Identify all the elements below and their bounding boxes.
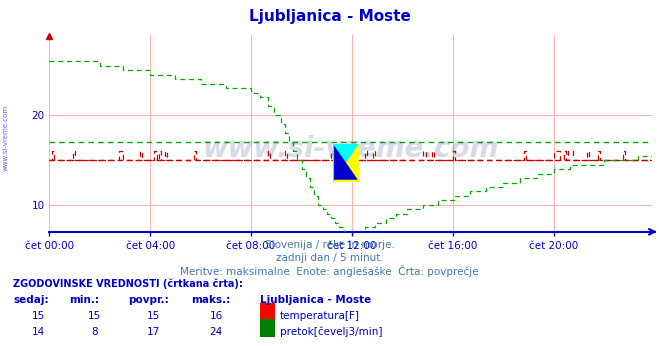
Text: 15: 15	[88, 311, 101, 321]
Text: 14: 14	[32, 327, 45, 337]
Text: Ljubljanica - Moste: Ljubljanica - Moste	[260, 295, 372, 305]
Text: zadnji dan / 5 minut.: zadnji dan / 5 minut.	[275, 253, 384, 263]
Text: ZGODOVINSKE VREDNOSTI (črtkana črta):: ZGODOVINSKE VREDNOSTI (črtkana črta):	[13, 279, 243, 289]
Text: Ljubljanica - Moste: Ljubljanica - Moste	[248, 9, 411, 24]
Text: 24: 24	[210, 327, 223, 337]
Text: povpr.:: povpr.:	[129, 295, 169, 305]
Text: min.:: min.:	[69, 295, 100, 305]
Text: 17: 17	[147, 327, 160, 337]
Text: Meritve: maksimalne  Enote: anglešaške  Črta: povprečje: Meritve: maksimalne Enote: anglešaške Čr…	[180, 265, 479, 277]
Text: pretok[čevelj3/min]: pretok[čevelj3/min]	[280, 327, 383, 337]
Text: Slovenija / reke in morje.: Slovenija / reke in morje.	[264, 240, 395, 251]
Text: www.si-vreme.com: www.si-vreme.com	[2, 105, 9, 172]
Text: maks.:: maks.:	[191, 295, 231, 305]
Text: 15: 15	[147, 311, 160, 321]
Text: sedaj:: sedaj:	[13, 295, 49, 305]
Text: 15: 15	[32, 311, 45, 321]
Text: www.si-vreme.com: www.si-vreme.com	[203, 135, 499, 163]
Text: 8: 8	[91, 327, 98, 337]
Polygon shape	[334, 145, 358, 180]
Text: 16: 16	[210, 311, 223, 321]
Polygon shape	[333, 144, 359, 182]
Text: temperatura[F]: temperatura[F]	[280, 311, 360, 321]
Polygon shape	[333, 144, 359, 182]
